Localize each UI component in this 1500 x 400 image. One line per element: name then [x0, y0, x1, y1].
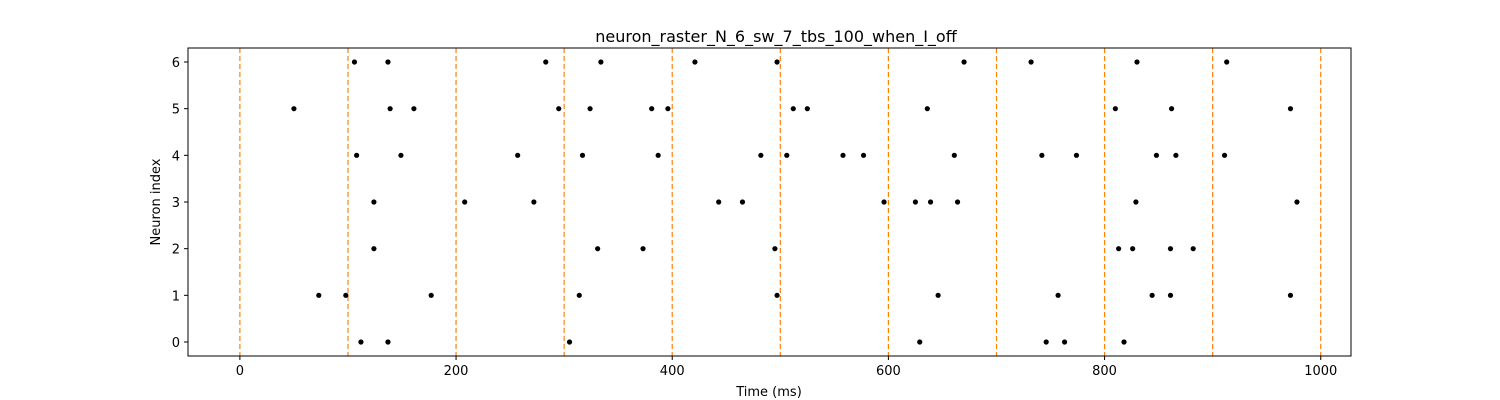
spike-n1-t646: [935, 292, 941, 298]
spike-n1-t972: [1287, 292, 1294, 298]
spike-n5-t862: [1168, 106, 1175, 112]
spike-n3-t829: [1133, 199, 1139, 205]
spike-n1-t98: [343, 292, 349, 298]
spike-n1-t757: [1055, 292, 1061, 298]
y-axis-label: Neuron index: [149, 158, 164, 245]
spike-n4-t866: [1173, 152, 1179, 158]
spike-n2-t373: [640, 246, 646, 252]
spike-n0-t112: [358, 339, 364, 345]
y-axis: 0 1 2 3 4 5 6: [172, 56, 188, 351]
plot-frame: [187, 47, 1352, 357]
spike-n0-t305: [566, 339, 573, 345]
spike-n3-t978: [1294, 199, 1300, 205]
spike-n6-t283: [543, 59, 549, 65]
spike-n4-t848: [1153, 152, 1160, 158]
interval-markers: [239, 48, 1322, 356]
spike-n1-t861: [1167, 292, 1174, 298]
spike-n6-t137: [385, 59, 391, 65]
spike-points: [291, 59, 1300, 345]
spike-n5-t381: [649, 106, 655, 112]
spike-n2-t495: [772, 246, 778, 252]
spike-n2-t861: [1167, 246, 1174, 252]
spike-n5-t161: [411, 106, 417, 112]
x-tick-label-600: 600: [876, 364, 901, 379]
spike-n3-t625: [912, 199, 919, 205]
spike-n4-t577: [860, 152, 867, 158]
spike-n3-t664: [954, 199, 961, 205]
spike-n6-t334: [598, 59, 604, 65]
spike-n2-t882: [1190, 246, 1196, 252]
spike-n2-t331: [595, 246, 601, 252]
spike-n5-t139: [387, 106, 393, 112]
spike-n4-t387: [655, 152, 661, 158]
spike-n6-t732: [1028, 59, 1034, 65]
y-tick-label-5: 5: [172, 103, 180, 118]
spike-n1-t177: [428, 292, 434, 298]
spike-n0-t629: [917, 339, 923, 345]
spike-n5-t972: [1287, 106, 1294, 112]
spike-n3-t124: [371, 199, 377, 205]
spike-n4-t661: [951, 152, 957, 158]
spike-n1-t73: [316, 292, 322, 298]
spike-n6-t421: [692, 59, 698, 65]
spike-n3-t639: [927, 199, 934, 205]
spike-n4-t257: [515, 152, 521, 158]
spike-n6-t106: [351, 59, 358, 65]
spike-n5-t512: [790, 106, 796, 112]
spike-n4-t317: [579, 152, 586, 158]
x-tick-label-200: 200: [444, 364, 469, 379]
spike-n0-t763: [1061, 339, 1068, 345]
spike-n3-t272: [531, 199, 537, 205]
y-tick-label-0: 0: [172, 336, 180, 351]
x-tick-label-800: 800: [1092, 364, 1117, 379]
spike-n0-t137: [385, 339, 391, 345]
spike-n2-t124: [371, 246, 377, 252]
spike-n5-t810: [1112, 106, 1118, 112]
spike-n4-t911: [1221, 152, 1228, 158]
spike-n1-t314: [576, 292, 582, 298]
spike-n1-t844: [1149, 292, 1155, 298]
spike-n4-t774: [1073, 152, 1080, 158]
spike-n3-t208: [462, 199, 468, 205]
spike-n6-t913: [1224, 59, 1230, 65]
chart-title: neuron_raster_N_6_sw_7_tbs_100_when_I_of…: [595, 27, 957, 47]
spike-n4-t506: [784, 152, 790, 158]
x-axis-label: Time (ms): [735, 385, 802, 400]
spike-n5-t636: [924, 106, 930, 112]
y-tick-label-3: 3: [172, 196, 180, 211]
spike-n5-t396: [665, 106, 671, 112]
spike-n4-t742: [1039, 152, 1045, 158]
x-axis: 0 200 400 600 800 1000: [236, 356, 1337, 379]
x-tick-label-400: 400: [660, 364, 685, 379]
spike-n5-t50: [291, 106, 297, 112]
spike-n0-t746: [1043, 339, 1049, 345]
spike-n0-t818: [1121, 339, 1127, 345]
spike-n4-t482: [758, 152, 764, 158]
spike-n2-t826: [1130, 246, 1136, 252]
y-tick-label-1: 1: [172, 289, 180, 304]
spike-n5-t295: [556, 106, 562, 112]
x-tick-label-1000: 1000: [1304, 364, 1337, 379]
y-tick-label-6: 6: [172, 56, 180, 71]
spike-n4-t558: [840, 152, 846, 158]
spike-n6-t497: [774, 59, 780, 65]
spike-n6-t830: [1134, 59, 1140, 65]
spike-n3-t443: [716, 199, 722, 205]
spike-n6-t670: [961, 59, 967, 65]
y-tick-label-2: 2: [172, 243, 180, 258]
spike-n3-t596: [881, 199, 887, 205]
x-tick-label-0: 0: [236, 364, 244, 379]
spike-n5-t525: [804, 106, 810, 112]
spike-n3-t465: [739, 199, 746, 205]
spike-n2-t813: [1116, 246, 1122, 252]
y-tick-label-4: 4: [172, 149, 180, 164]
spike-n5-t324: [587, 106, 593, 112]
spike-n4-t149: [398, 152, 404, 158]
spike-n4-t108: [354, 152, 360, 158]
spike-n1-t497: [774, 292, 780, 298]
